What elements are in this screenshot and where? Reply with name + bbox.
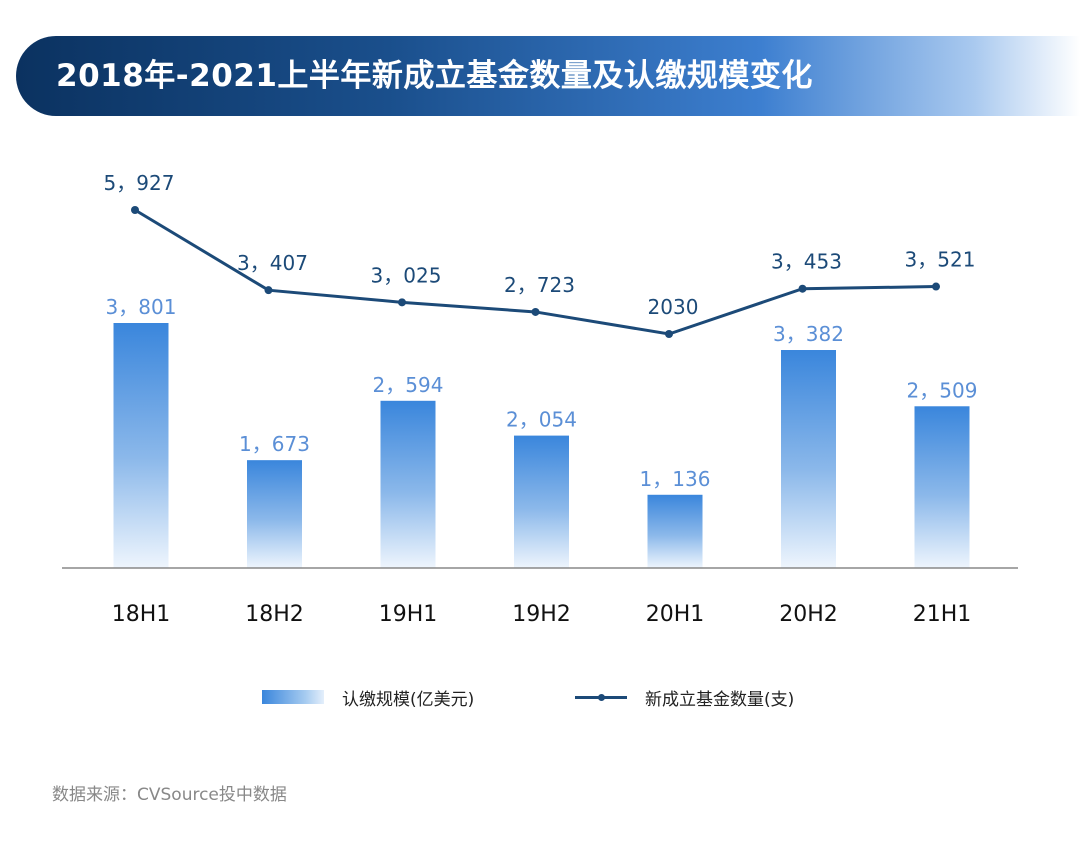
line-value-label: 3，025 <box>371 263 442 287</box>
line-value-label: 3，521 <box>905 248 976 272</box>
line-value-label: 2，723 <box>504 273 575 297</box>
bar-19H1 <box>380 400 436 568</box>
line-point-20H1 <box>665 330 673 338</box>
x-tick-label: 18H1 <box>112 602 171 627</box>
line-point-18H2 <box>264 286 273 295</box>
legend-line-label: 新成立基金数量(支) <box>645 689 795 710</box>
bar-20H1 <box>647 494 703 568</box>
x-tick-label: 18H2 <box>245 602 304 627</box>
x-tick-label: 21H1 <box>913 602 972 627</box>
line-point-19H2 <box>531 307 540 316</box>
bar-20H2 <box>781 350 836 568</box>
legend-line-swatch <box>575 690 627 704</box>
legend-line: 新成立基金数量(支) <box>575 682 794 712</box>
line-point-19H1 <box>398 298 406 307</box>
bar-value-label: 3，382 <box>773 322 844 346</box>
line-value-label: 3，453 <box>771 250 842 274</box>
line-value-label: 3，407 <box>237 251 308 275</box>
bar-value-label: 2，594 <box>373 373 444 397</box>
legend-bar-swatch <box>262 690 324 704</box>
line-value-label: 2030 <box>648 295 699 319</box>
bar-18H2 <box>247 460 302 568</box>
line-value-label: 5，927 <box>104 171 175 195</box>
x-tick-label: 19H2 <box>512 602 571 627</box>
line-point-21H1 <box>932 282 940 291</box>
bar-21H1 <box>914 406 970 568</box>
bar-value-label: 3，801 <box>106 295 177 319</box>
legend-bar: 认缴规模(亿美元) <box>262 682 474 712</box>
x-tick-label: 20H1 <box>646 602 705 627</box>
line-point-20H2 <box>798 284 807 293</box>
bar-value-label: 2，509 <box>907 378 978 402</box>
title-banner: 2018年-2021上半年新成立基金数量及认缴规模变化 <box>16 36 1080 116</box>
line-point-18H1 <box>131 206 139 214</box>
chart-title: 2018年-2021上半年新成立基金数量及认缴规模变化 <box>56 58 813 94</box>
bar-19H2 <box>514 435 569 568</box>
bar-value-label: 1，136 <box>640 467 711 491</box>
bar-value-label: 1，673 <box>239 432 310 456</box>
x-tick-label: 20H2 <box>779 602 838 627</box>
source-note: 数据来源：CVSource投中数据 <box>52 785 287 805</box>
bar-value-label: 2，054 <box>506 408 577 432</box>
bar-18H1 <box>113 323 169 568</box>
legend-bar-label: 认缴规模(亿美元) <box>342 689 475 710</box>
x-tick-label: 19H1 <box>379 602 438 627</box>
